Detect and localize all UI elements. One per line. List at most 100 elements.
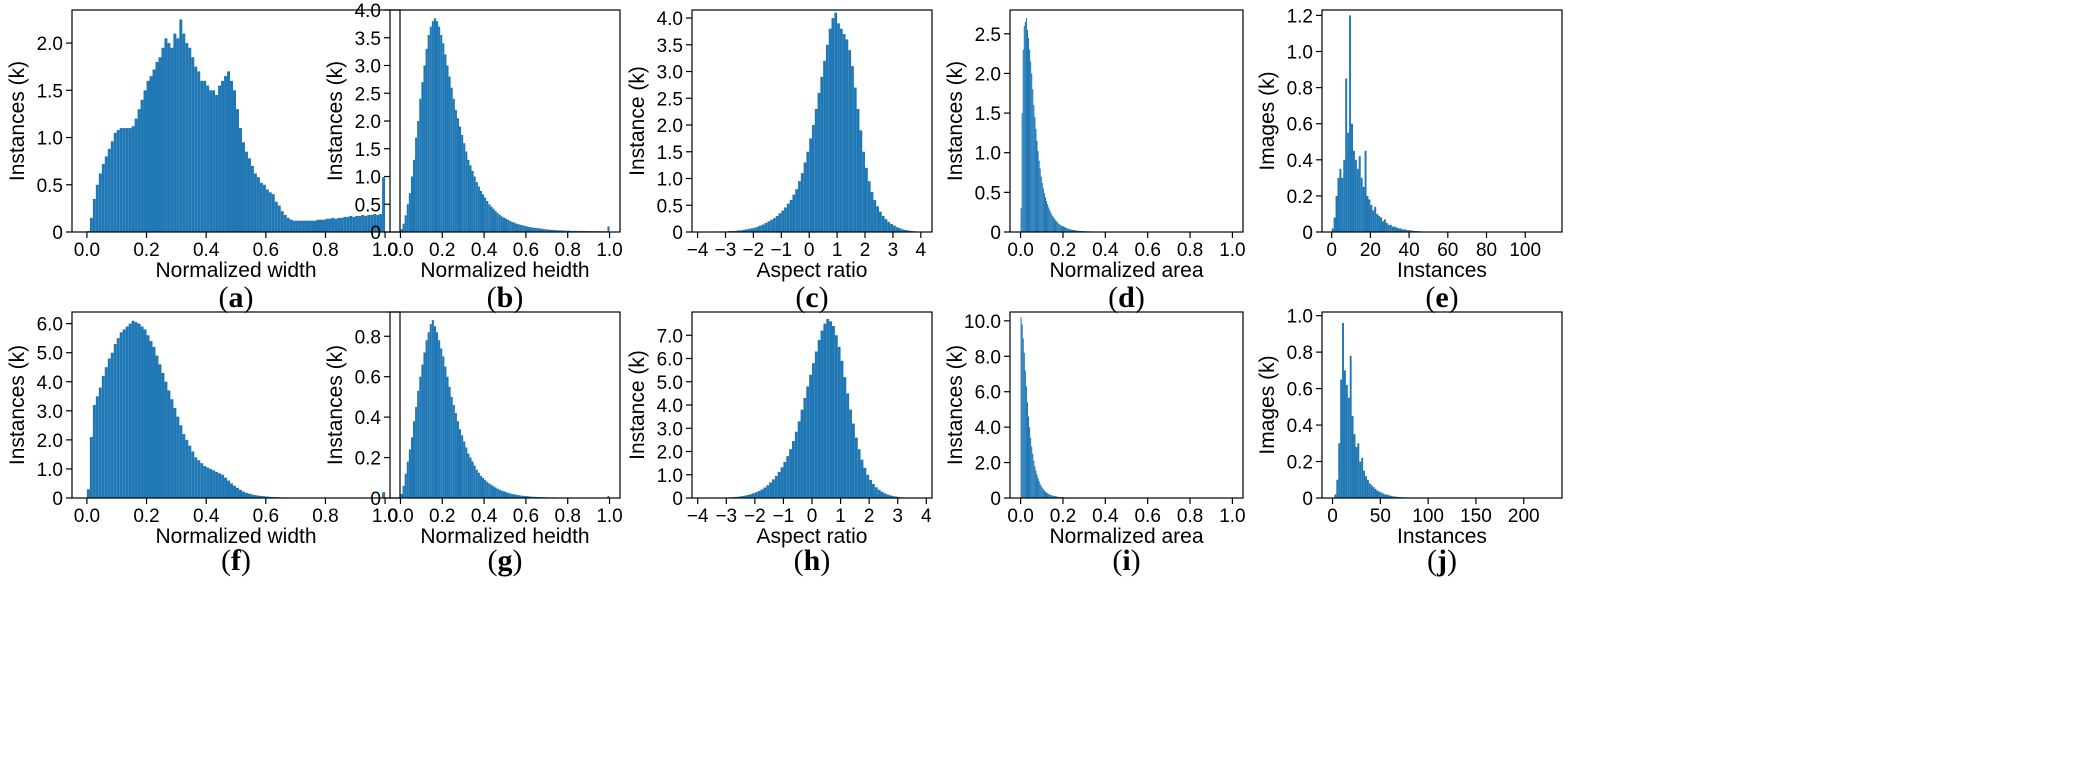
x-tick-label: 0.6 xyxy=(1134,240,1160,261)
histogram-bar xyxy=(792,194,796,232)
histogram-bar xyxy=(870,191,874,232)
histogram-bar xyxy=(170,399,174,498)
y-tick-label: 1.0 xyxy=(1287,43,1313,64)
histogram-bar xyxy=(425,48,428,232)
histogram-bar xyxy=(218,85,222,232)
histogram-bar xyxy=(1378,215,1381,232)
histogram-bar xyxy=(901,229,905,232)
histogram-bar xyxy=(325,218,329,232)
x-tick-label: 0.2 xyxy=(429,240,455,261)
histogram-bar xyxy=(1073,230,1075,232)
x-axis-label: Normalized width xyxy=(155,259,316,282)
histogram-bar xyxy=(534,227,537,232)
histogram-bar xyxy=(415,137,418,232)
histogram-bar xyxy=(845,39,849,232)
histogram-bar xyxy=(1335,195,1338,232)
histogram-bar xyxy=(563,230,566,232)
histogram-bar xyxy=(1048,207,1050,232)
histogram-bar xyxy=(1029,49,1031,232)
histogram-bar xyxy=(1334,494,1337,498)
y-tick-label: 4.0 xyxy=(657,9,683,30)
histogram-bar xyxy=(1391,226,1394,232)
histogram-bar xyxy=(200,463,204,499)
histogram-bar xyxy=(413,421,416,498)
x-tick-label: 60 xyxy=(1437,240,1458,261)
histogram-panel-d: 0.0 0.2 0.4 0.6 0.8 1.0 0 0.5 1.0 1.5 2.0 2.5 Normal… xyxy=(944,9,1246,314)
histogram-bar xyxy=(789,199,793,232)
histogram-bar xyxy=(343,216,347,232)
histogram-bar xyxy=(528,227,531,232)
histogram-bar xyxy=(1042,188,1044,232)
histogram-bar xyxy=(185,43,189,233)
histogram-bar xyxy=(749,494,752,498)
histogram-bar xyxy=(92,198,96,232)
histogram-bar xyxy=(1050,212,1052,232)
histogram-bar xyxy=(880,491,884,498)
histogram-bar xyxy=(404,473,407,498)
histogram-bar xyxy=(829,321,832,498)
histogram-bar xyxy=(155,61,159,233)
y-tick-label: 1.5 xyxy=(975,104,1001,125)
histogram-bar xyxy=(328,218,332,232)
histogram-bar xyxy=(780,467,784,498)
histogram-bar xyxy=(781,210,785,232)
histogram-bar xyxy=(119,128,123,232)
histogram-bar xyxy=(215,471,219,498)
histogram-bar xyxy=(1028,37,1030,232)
histogram-bar xyxy=(268,192,272,232)
histogram-bar xyxy=(1071,229,1073,232)
histogram-bar xyxy=(886,494,890,498)
histogram-bar xyxy=(1057,496,1059,498)
histogram-bar xyxy=(754,492,758,498)
histogram-bar xyxy=(206,85,210,232)
x-tick-label: 0.6 xyxy=(253,240,279,261)
histogram-bar xyxy=(542,228,545,232)
histogram-bar xyxy=(1370,485,1373,498)
histogram-bar xyxy=(774,475,778,498)
histogram-bar xyxy=(1380,217,1382,232)
histogram-bar xyxy=(292,220,296,232)
y-tick-label: 0 xyxy=(1302,489,1313,510)
histogram-bar xyxy=(794,431,798,498)
histogram-bar xyxy=(448,386,451,498)
histogram-bar xyxy=(370,215,374,232)
histogram-bar xyxy=(865,167,868,232)
histogram-bar xyxy=(863,467,867,498)
histogram-bar xyxy=(221,80,225,232)
histogram-bar xyxy=(250,494,254,498)
histogram-bar xyxy=(230,80,234,232)
histogram-bar xyxy=(1054,219,1056,232)
y-tick-label: 2.0 xyxy=(37,34,63,55)
histogram-bar xyxy=(98,173,102,232)
histogram-bar xyxy=(825,44,829,232)
histogram-bar xyxy=(494,210,497,232)
y-tick-label: 1.0 xyxy=(37,129,63,150)
histogram-bar xyxy=(101,375,105,498)
histogram-bar xyxy=(831,18,835,232)
y-tick-label: 4.0 xyxy=(657,396,683,417)
histogram-bar xyxy=(224,76,228,232)
histogram-bar xyxy=(119,332,123,498)
y-tick-label: 8.0 xyxy=(975,347,1001,368)
x-tick-label: 0 xyxy=(804,240,815,261)
histogram-bar xyxy=(555,230,558,232)
histogram-bar xyxy=(444,54,447,233)
histogram-bar xyxy=(1041,182,1043,232)
histogram-bar xyxy=(1035,128,1037,232)
x-tick-label: 0.4 xyxy=(193,506,220,527)
y-tick-label: 2.0 xyxy=(657,443,683,464)
histogram-bar xyxy=(224,477,228,498)
x-tick-label: 0.4 xyxy=(471,240,498,261)
histogram-bar xyxy=(203,466,207,498)
histogram-bar xyxy=(778,213,782,232)
histogram-bar xyxy=(221,474,225,498)
histogram-bar xyxy=(878,211,882,232)
histogram-bar xyxy=(1053,496,1055,498)
histogram-bar xyxy=(892,496,895,498)
histogram-bar xyxy=(110,141,114,232)
y-tick-label: 0.2 xyxy=(355,449,381,470)
histogram-bar xyxy=(1352,150,1355,232)
histogram-bar xyxy=(415,407,418,498)
histogram-bar xyxy=(1387,495,1390,498)
axes-frame xyxy=(71,311,401,499)
